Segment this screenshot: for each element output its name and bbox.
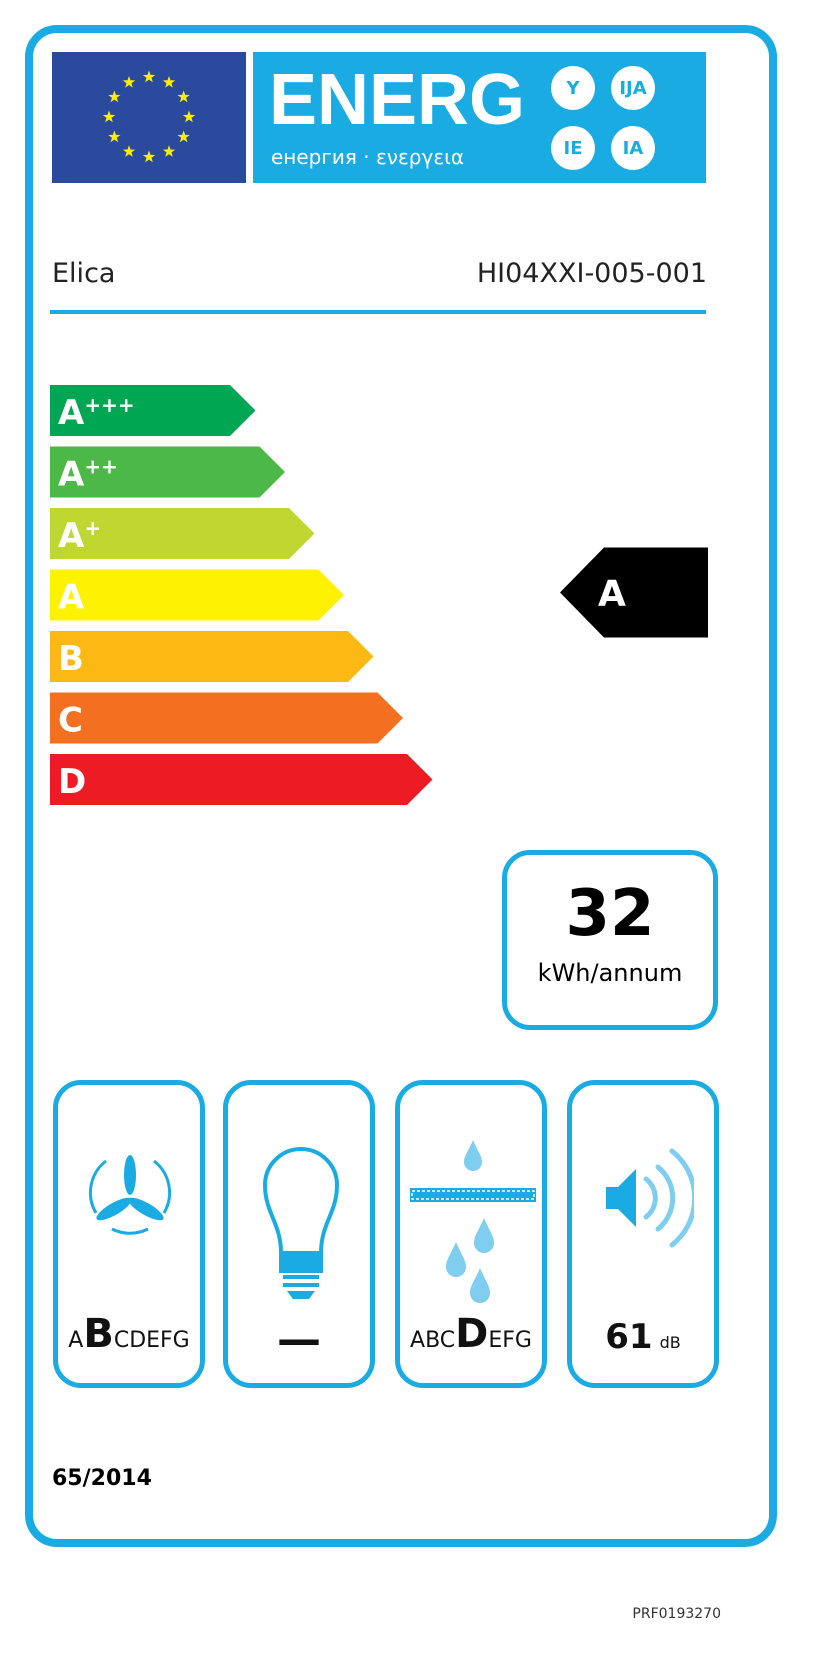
- fluid-dynamic-class: ABCDEFG: [68, 1311, 190, 1357]
- eu-stars-icon: [102, 70, 196, 163]
- class-bar-A+: [50, 508, 315, 559]
- grease-filter-box: ABCDEFG: [395, 1080, 547, 1388]
- star-icon: [108, 90, 121, 103]
- grease-filter-icon: [410, 1140, 536, 1303]
- suffix-y: Y: [551, 66, 595, 110]
- energy-header: ENERG енергия · ενεργεια Y IJA IE IA: [253, 52, 706, 183]
- supplier-name: Elica: [52, 258, 116, 289]
- lighting-box: —: [223, 1080, 375, 1388]
- star-icon: [142, 150, 156, 163]
- suffix-ie: IE: [551, 126, 595, 170]
- rating-arrow: [560, 547, 708, 638]
- divider: [50, 310, 706, 314]
- consumption-unit: kWh/annum: [537, 959, 683, 987]
- consumption-value: 32: [565, 877, 655, 951]
- star-icon: [108, 130, 121, 143]
- suffix-ija: IJA: [611, 66, 655, 110]
- star-icon: [182, 110, 196, 123]
- lighting-class: —: [277, 1314, 321, 1365]
- speaker-icon: [606, 1148, 694, 1248]
- fan-icon: [88, 1155, 172, 1235]
- model-id: HI04XXI-005-001: [476, 258, 707, 289]
- noise-box: 61 dB: [567, 1080, 719, 1388]
- star-icon: [162, 145, 176, 157]
- class-label: C: [58, 701, 83, 741]
- class-label: A: [58, 578, 85, 618]
- star-icon: [162, 75, 176, 88]
- star-icon: [177, 130, 190, 143]
- star-icon: [177, 90, 190, 103]
- star-icon: [122, 145, 136, 157]
- regulation-number: 65/2014: [52, 1466, 152, 1491]
- class-label: D: [58, 762, 86, 802]
- class-bar-A++: [50, 446, 285, 498]
- rating-class: A: [598, 574, 626, 615]
- suffix-ia: IA: [611, 126, 655, 170]
- class-bar-A: [50, 569, 344, 621]
- class-bar-A+++: [50, 385, 256, 436]
- label-code: PRF0193270: [632, 1606, 721, 1622]
- label-frame: [25, 25, 777, 1547]
- star-icon: [142, 70, 156, 83]
- energy-subtitle: енергия · ενεργεια: [271, 145, 465, 169]
- class-label: A+: [58, 516, 101, 556]
- grease-filter-class: ABCDEFG: [410, 1311, 532, 1357]
- energy-title: ENERG: [269, 60, 526, 140]
- class-label: B: [58, 639, 84, 679]
- class-bar-D: [50, 754, 433, 805]
- fluid-dynamic-box: ABCDEFG: [53, 1080, 205, 1388]
- star-icon: [122, 75, 136, 88]
- class-bar-B: [50, 631, 374, 682]
- noise-level: 61 dB: [605, 1317, 681, 1357]
- star-icon: [102, 110, 116, 123]
- class-bar-C: [50, 692, 403, 744]
- light-bulb-icon: [262, 1147, 340, 1299]
- eu-flag: [52, 52, 246, 183]
- consumption-box: 32 kWh/annum: [502, 850, 718, 1030]
